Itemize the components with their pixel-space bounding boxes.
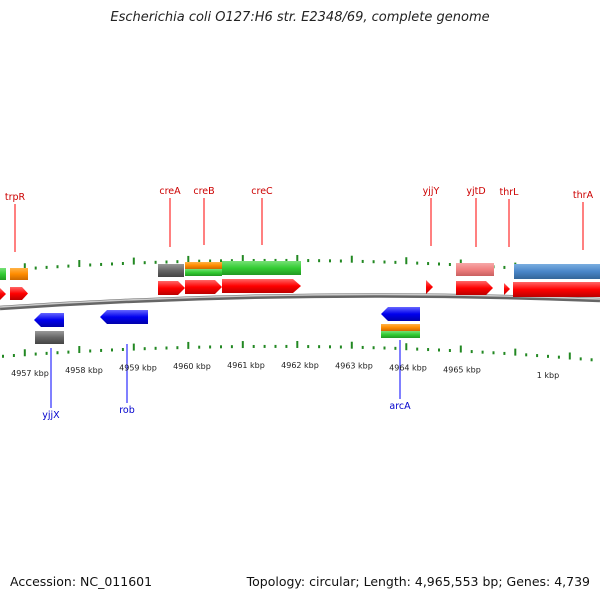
gene-arrow-forward [10,287,28,300]
gene-label-creC: creC [251,186,273,197]
accession-text: Accession: NC_011601 [10,574,153,589]
top-tick-marks [2,254,593,276]
scale-label: 4965 kbp [443,366,481,375]
scale-label: 4957 kbp [11,369,49,378]
feature-block [456,263,494,276]
gene-label-thrL: thrL [500,187,520,198]
forward-gene-labels: trpR creA creB creC yjjY yjtD thrL thrA [5,186,594,252]
scale-label: 4963 kbp [335,362,373,371]
scale-label: 4961 kbp [227,361,265,370]
feature-block [158,264,184,277]
gene-arrow-forward [0,288,6,300]
scale-label: 4962 kbp [281,361,319,370]
gene-arrow-forward [456,281,493,295]
map-title: Escherichia coli O127:H6 str. E2348/69, … [110,10,490,25]
gene-label-yjjX: yjjX [42,410,60,421]
gene-arrow-forward [185,280,222,294]
feature-track-reverse [35,324,420,344]
gene-label-creA: creA [159,186,181,197]
gene-label-trpR: trpR [5,192,26,203]
reverse-gene-labels: yjjX rob arcA [42,340,411,421]
scale-label: 4959 kbp [119,363,157,372]
gene-arrow-reverse [34,313,64,327]
gene-arrow-reverse [100,310,148,324]
feature-block [185,262,222,269]
gene-arrow-forward [513,282,600,297]
gene-label-creB: creB [193,186,214,197]
feature-block [381,331,420,338]
scale-labels: 4957 kbp 4958 kbp 4959 kbp 4960 kbp 4961 kbp… [11,361,559,380]
feature-block [514,264,600,279]
gene-arrow-reverse [381,307,420,321]
gene-arrow-forward [222,279,301,293]
gene-arrow-forward [426,280,433,294]
feature-block [35,331,64,344]
gene-arrow-forward [158,281,185,295]
gene-label-arcA: arcA [389,401,411,412]
gene-arrow-forward [504,283,510,295]
gene-label-rob: rob [119,405,135,416]
feature-block [222,261,301,275]
scale-label: 4958 kbp [65,366,103,375]
feature-block [10,268,28,280]
scale-label: 4960 kbp [173,362,211,371]
topology-text: Topology: circular; Length: 4,965,553 bp… [246,574,590,589]
forward-gene-track [0,279,600,300]
genome-backbone [0,293,600,311]
scale-label: 4964 kbp [389,363,427,372]
gene-label-yjtD: yjtD [466,186,485,197]
reverse-gene-track [34,307,420,327]
gene-label-yjjY: yjjY [423,186,440,197]
feature-block [0,268,6,280]
feature-block [185,269,222,276]
feature-track [0,261,600,280]
gene-label-thrA: thrA [573,190,594,201]
feature-block [381,324,420,331]
scale-label: 1 kbp [537,371,559,380]
bottom-tick-marks [2,340,593,362]
